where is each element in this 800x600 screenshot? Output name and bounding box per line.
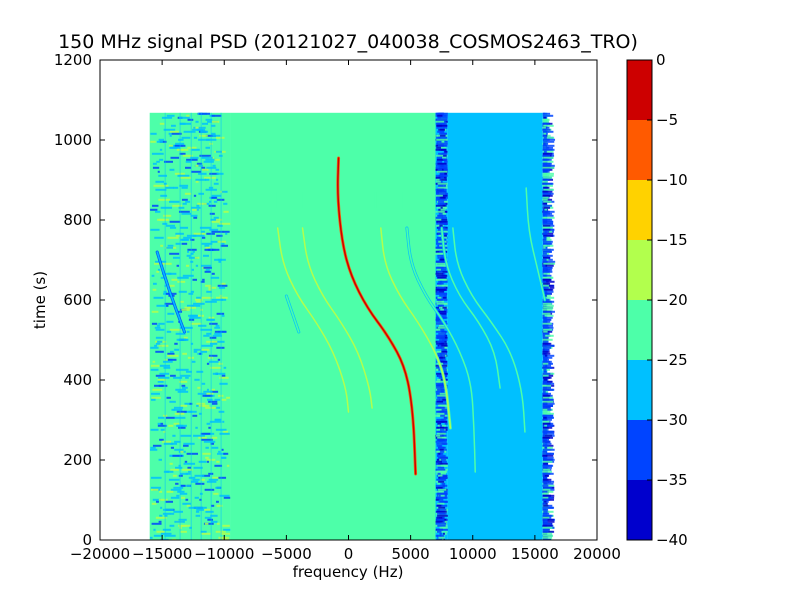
x-tick-label: −5000 (261, 545, 312, 563)
x-axis: −20000 −15000 −10000 −5000 0 5000 10000 15000 20… (70, 60, 621, 563)
x-tick-label: 15000 (511, 545, 559, 563)
x-tick-label: −20000 (70, 545, 130, 563)
colorbar-tick-label: 0 (656, 51, 666, 69)
y-tick-label: 1200 (54, 51, 92, 69)
signal-trace (406, 227, 476, 473)
signal-trace (285, 295, 300, 333)
y-tick-label: 800 (63, 211, 92, 229)
signal-trace (440, 227, 501, 389)
x-tick-label: −10000 (194, 545, 254, 563)
signal-trace (276, 227, 350, 413)
colorbar-tick-label: −25 (656, 351, 688, 369)
y-tick-label: 0 (82, 531, 92, 549)
y-tick-label: 200 (63, 451, 92, 469)
colorbar-tick-label: −5 (656, 111, 678, 129)
colorbar-tick-label: −30 (656, 411, 688, 429)
colorbar-segment (627, 180, 652, 240)
y-tick-label: 400 (63, 371, 92, 389)
y-axis: 0 200 400 600 800 1000 1200 (54, 51, 597, 549)
signal-trace (337, 157, 417, 475)
heatmap-noise (542, 112, 556, 540)
colorbar-tick-label: −15 (656, 231, 688, 249)
signal-trace (525, 187, 546, 301)
colorbar-tick-label: −10 (656, 171, 688, 189)
signal-traces (155, 156, 547, 476)
x-tick-label: 10000 (449, 545, 497, 563)
x-axis-label: frequency (Hz) (293, 563, 404, 581)
colorbar-tick-label: −35 (656, 471, 688, 489)
signal-trace (452, 227, 526, 433)
y-axis-label: time (s) (31, 271, 49, 329)
x-tick-label: −15000 (132, 545, 192, 563)
colorbar-tick-label: −40 (656, 531, 688, 549)
heatmap-noise (149, 112, 231, 540)
heatmap-noise (435, 112, 449, 540)
colorbar-segment (627, 420, 652, 480)
colorbar-segment (627, 480, 652, 540)
signal-trace (380, 227, 452, 429)
heatmap-streaks (164, 112, 222, 540)
signal-trace (156, 251, 186, 333)
colorbar: 0 −5 −10 −15 −20 −25 −30 −35 −40 (626, 51, 688, 549)
x-tick-label: 20000 (573, 545, 621, 563)
colorbar-segment (627, 120, 652, 180)
x-tick-label: 5000 (392, 545, 430, 563)
heatmap-region (230, 112, 436, 540)
colorbar-segment (627, 360, 652, 420)
signal-trace (301, 227, 373, 409)
colorbar-segment (627, 60, 652, 120)
colorbar-segment (627, 240, 652, 300)
x-tick-label: 0 (344, 545, 354, 563)
chart-title: 150 MHz signal PSD (20121027_040038_COSM… (58, 31, 638, 53)
colorbar-segment (627, 300, 652, 360)
heatmap-layer (149, 112, 556, 540)
y-tick-label: 1000 (54, 131, 92, 149)
colorbar-tick-label: −20 (656, 291, 688, 309)
y-tick-label: 600 (63, 291, 92, 309)
